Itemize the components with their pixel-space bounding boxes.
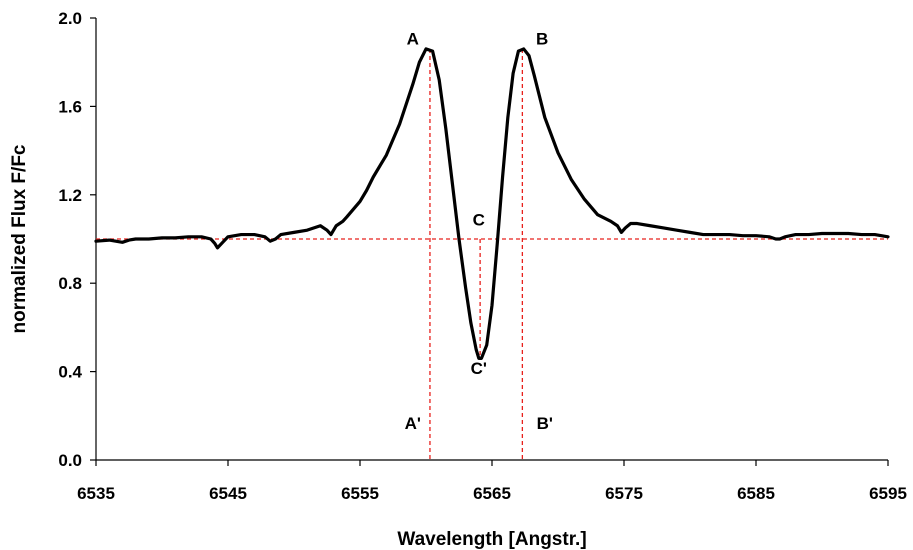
axes: 0.0 0.4 0.8 1.2 1.6 2.0 6535 6545 6555 6565 6575 65… bbox=[58, 9, 907, 503]
annotation-label: B' bbox=[537, 414, 553, 433]
annotations: A B C C' A' B' bbox=[405, 30, 553, 434]
x-tick-label: 6585 bbox=[737, 484, 775, 503]
annotation-label: C bbox=[473, 211, 485, 230]
x-tick-label: 6555 bbox=[341, 484, 379, 503]
spectrum-line bbox=[94, 47, 890, 360]
x-tick-label: 6565 bbox=[473, 484, 511, 503]
y-tick-label: 0.4 bbox=[58, 363, 82, 382]
annotation-label: C' bbox=[471, 359, 487, 378]
y-tick-label: 1.6 bbox=[58, 97, 82, 116]
y-tick-label: 2.0 bbox=[58, 9, 82, 28]
x-tick-label: 6575 bbox=[605, 484, 643, 503]
x-tick-label: 6535 bbox=[77, 484, 115, 503]
guide-lines bbox=[96, 48, 888, 460]
x-axis-title: Wavelength [Angstr.] bbox=[397, 529, 586, 550]
y-tick-label: 0.0 bbox=[58, 451, 82, 470]
annotation-label: B bbox=[536, 30, 548, 49]
series-layer bbox=[94, 47, 890, 360]
y-tick-label: 0.8 bbox=[58, 274, 82, 293]
y-axis-title: normalized Flux F/Fc bbox=[9, 144, 30, 333]
y-tick-label: 1.2 bbox=[58, 186, 82, 205]
annotation-label: A' bbox=[405, 414, 421, 433]
x-tick-label: 6545 bbox=[209, 484, 247, 503]
x-tick-label: 6595 bbox=[869, 484, 907, 503]
annotation-label: A bbox=[407, 30, 419, 49]
